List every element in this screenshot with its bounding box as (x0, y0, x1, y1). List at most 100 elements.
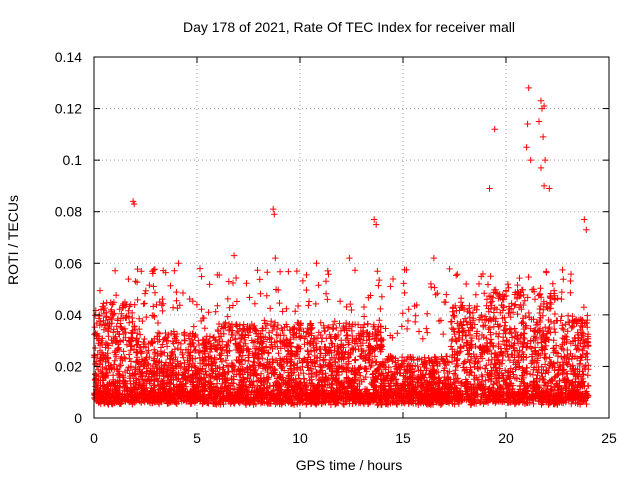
data-point (189, 339, 196, 347)
data-point (371, 353, 378, 360)
data-point (584, 372, 591, 379)
data-point (486, 370, 494, 377)
data-point (175, 339, 182, 346)
data-point (501, 341, 508, 348)
data-point (123, 384, 130, 391)
data-point (238, 335, 245, 342)
data-point (312, 372, 320, 380)
data-point (121, 368, 129, 376)
data-point (466, 345, 473, 353)
data-point (547, 318, 555, 325)
data-point (126, 303, 133, 310)
data-point (271, 319, 279, 326)
data-point (569, 353, 576, 360)
data-point (111, 357, 118, 364)
data-point (145, 347, 152, 354)
data-point (541, 361, 549, 368)
data-point (569, 323, 577, 330)
data-point (109, 340, 116, 347)
data-point (275, 350, 282, 357)
data-point (559, 341, 566, 348)
data-point (362, 357, 369, 364)
data-point (414, 356, 421, 363)
data-point (389, 358, 396, 365)
data-point (560, 346, 567, 354)
data-point (558, 353, 565, 361)
data-point (519, 372, 526, 380)
data-point (174, 344, 181, 352)
data-point (139, 372, 146, 379)
data-point (463, 318, 470, 325)
data-point (136, 331, 144, 338)
data-point (195, 337, 202, 344)
data-point (484, 397, 491, 404)
data-point (105, 324, 112, 332)
data-point (546, 299, 554, 306)
data-point (527, 325, 534, 332)
data-point (245, 357, 252, 365)
data-point (447, 343, 455, 350)
data-point (363, 337, 370, 344)
data-point (520, 291, 527, 299)
data-point (523, 364, 530, 371)
data-point (461, 315, 469, 322)
data-point (147, 367, 154, 374)
data-point (576, 360, 583, 367)
data-point (244, 345, 251, 352)
data-point (234, 323, 241, 330)
data-point (111, 349, 118, 356)
data-point (132, 349, 140, 356)
data-point (338, 349, 345, 356)
data-point (433, 359, 440, 366)
data-point (110, 329, 117, 336)
data-point (256, 361, 264, 369)
data-point (458, 379, 466, 386)
data-point (449, 346, 456, 353)
data-point (483, 362, 490, 369)
data-point (245, 354, 252, 361)
data-point (301, 341, 308, 348)
data-point (400, 366, 408, 373)
data-point (373, 358, 380, 365)
data-point (236, 338, 244, 346)
data-point (355, 376, 363, 384)
data-point (504, 350, 511, 358)
data-point (574, 345, 581, 352)
data-point (320, 356, 328, 363)
data-point (224, 342, 231, 349)
data-point (495, 340, 502, 348)
data-point (288, 383, 296, 390)
data-point (109, 387, 116, 394)
data-point (506, 357, 514, 364)
data-point (280, 367, 288, 374)
data-point (181, 359, 188, 366)
data-point (199, 400, 206, 407)
data-point (118, 324, 125, 332)
data-point (245, 346, 252, 353)
data-point (559, 322, 566, 329)
data-point (396, 363, 404, 370)
data-point (372, 359, 379, 366)
data-point (583, 350, 590, 357)
data-point (321, 328, 329, 335)
data-point (215, 320, 223, 328)
data-point (159, 341, 166, 348)
data-point (508, 334, 516, 341)
data-point (575, 346, 583, 353)
data-point (336, 320, 343, 327)
data-point (584, 312, 591, 319)
data-point (125, 307, 132, 314)
data-point (319, 383, 326, 390)
data-point (524, 294, 531, 301)
data-point (530, 400, 537, 408)
data-point (583, 400, 590, 408)
data-point (485, 326, 492, 333)
data-point (487, 299, 494, 306)
data-point (270, 370, 278, 377)
data-point (121, 325, 129, 333)
data-point (554, 350, 562, 357)
data-point (490, 309, 498, 316)
data-point (464, 321, 471, 328)
data-point (302, 333, 309, 340)
